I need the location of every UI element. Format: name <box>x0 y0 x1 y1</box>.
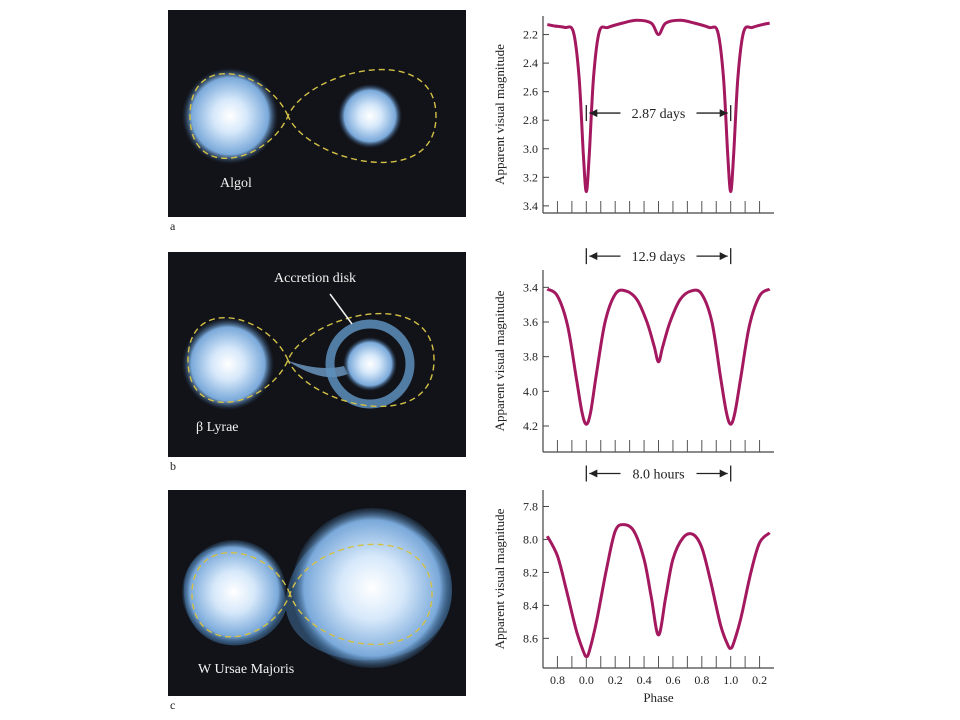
y-tick-label: 2.2 <box>523 28 538 42</box>
star-label-w-ursae-majoris: W Ursae Majoris <box>198 662 295 677</box>
period-arrowhead-left <box>589 469 598 478</box>
y-tick-label: 8.2 <box>523 565 538 579</box>
beta-lyrae-stars-illustration: Accretion disk <box>182 271 435 410</box>
y-axis-label: Apparent visual magnitude <box>492 290 507 431</box>
x-tick-label: 0.8 <box>694 673 709 687</box>
y-tick-label: 2.8 <box>523 113 538 127</box>
x-tick-label: 0.0 <box>579 673 594 687</box>
disk-pointer-line <box>329 293 353 325</box>
secondary-star <box>338 84 402 148</box>
star-label-algol: Algol <box>220 176 252 191</box>
x-tick-label: 0.6 <box>665 673 680 687</box>
x-tick-label: 0.8 <box>550 673 565 687</box>
primary-star <box>182 540 286 644</box>
w-ursae-majoris-diagram: W Ursae Majoris <box>168 490 466 696</box>
x-tick-label: 0.2 <box>752 673 767 687</box>
period-arrowhead-right <box>719 109 728 118</box>
y-axis-label: Apparent visual magnitude <box>492 44 507 185</box>
secondary-star <box>292 508 452 668</box>
accretion-disk <box>325 319 415 409</box>
beta-lyrae-diagram: Accretion disk β Lyrae <box>168 252 466 457</box>
period-arrowhead-right <box>719 252 728 261</box>
roche-lobe-outline <box>187 312 435 408</box>
panel-letter-a: a <box>170 219 176 233</box>
y-tick-label: 3.6 <box>523 315 538 329</box>
y-tick-label: 3.4 <box>523 199 538 213</box>
y-tick-label: 2.6 <box>523 85 538 99</box>
period-arrowhead-left <box>589 109 598 118</box>
x-axis-label: Phase <box>643 690 674 705</box>
y-tick-label: 3.8 <box>523 350 538 364</box>
x-tick-label: 0.4 <box>637 673 652 687</box>
accretion-disk-label: Accretion disk <box>274 271 356 286</box>
y-tick-label: 3.4 <box>523 280 538 294</box>
light-curve-line <box>546 287 771 426</box>
y-tick-label: 3.0 <box>523 142 538 156</box>
primary-star <box>182 68 278 164</box>
y-tick-label: 3.2 <box>523 170 538 184</box>
period-label: 12.9 days <box>632 250 686 265</box>
x-tick-label: 0.2 <box>608 673 623 687</box>
roche-lobe-outline <box>189 69 437 163</box>
y-tick-label: 4.2 <box>523 419 538 433</box>
y-tick-label: 7.8 <box>523 499 538 513</box>
algol-stars-illustration <box>182 68 437 164</box>
algol-diagram: Algol <box>168 10 466 217</box>
y-axis-label: Apparent visual magnitude <box>492 508 507 649</box>
light-curve-line <box>547 18 770 194</box>
secondary-star <box>343 337 397 391</box>
y-tick-label: 4.0 <box>523 384 538 398</box>
star-label-beta-lyrae: β Lyrae <box>196 420 239 435</box>
period-arrowhead-right <box>719 469 728 478</box>
y-tick-label: 2.4 <box>523 56 538 70</box>
w-ursae-majoris-stars-illustration <box>182 508 452 668</box>
period-arrowhead-left <box>589 252 598 261</box>
x-tick-label: 1.0 <box>723 673 738 687</box>
panel-letter-c: c <box>170 698 176 712</box>
y-tick-label: 8.0 <box>523 532 538 546</box>
primary-star <box>182 318 274 410</box>
panel-letter-b: b <box>170 459 176 473</box>
period-label: 2.87 days <box>632 107 686 122</box>
y-tick-label: 8.4 <box>523 598 538 612</box>
y-tick-label: 8.6 <box>523 631 538 645</box>
light-curve-line <box>545 523 771 658</box>
period-label: 8.0 hours <box>632 468 684 483</box>
